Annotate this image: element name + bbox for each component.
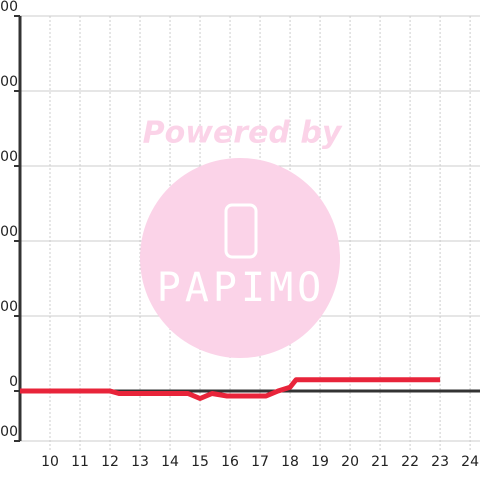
x-tick-label: 14	[161, 454, 179, 470]
x-tick-label: 16	[221, 454, 239, 470]
x-tick-label: 18	[281, 454, 299, 470]
x-tick-label: 24	[461, 454, 479, 470]
y-tick-label: 0	[9, 374, 18, 390]
line	[20, 377, 441, 401]
x-tick-label: 13	[131, 454, 149, 470]
x-tick-label: 22	[401, 454, 419, 470]
y-tick-label: -20,000	[0, 424, 18, 440]
watermark-logo: PAPIMO	[157, 265, 326, 311]
x-tick-label: 15	[191, 454, 209, 470]
x-tick-label: 19	[311, 454, 329, 470]
y-tick-label: 60,000	[0, 224, 18, 240]
y-tick-label: 30,000	[0, 299, 18, 315]
y-tick-label: 90,000	[0, 149, 18, 165]
watermark: Powered by PAPIMO	[140, 116, 343, 358]
watermark-text: Powered by	[143, 116, 343, 151]
x-tick-label: 23	[431, 454, 449, 470]
x-tick-label: 21	[371, 454, 389, 470]
x-tick-label: 11	[71, 454, 89, 470]
x-tick-label: 17	[251, 454, 269, 470]
x-tick-label: 12	[101, 454, 119, 470]
x-tick-label: 20	[341, 454, 359, 470]
x-tick-label: 10	[41, 454, 59, 470]
y-tick-label: 120,000	[0, 74, 18, 90]
watermark-icon	[224, 203, 258, 259]
y-tick-label: 150,000	[0, 0, 18, 15]
